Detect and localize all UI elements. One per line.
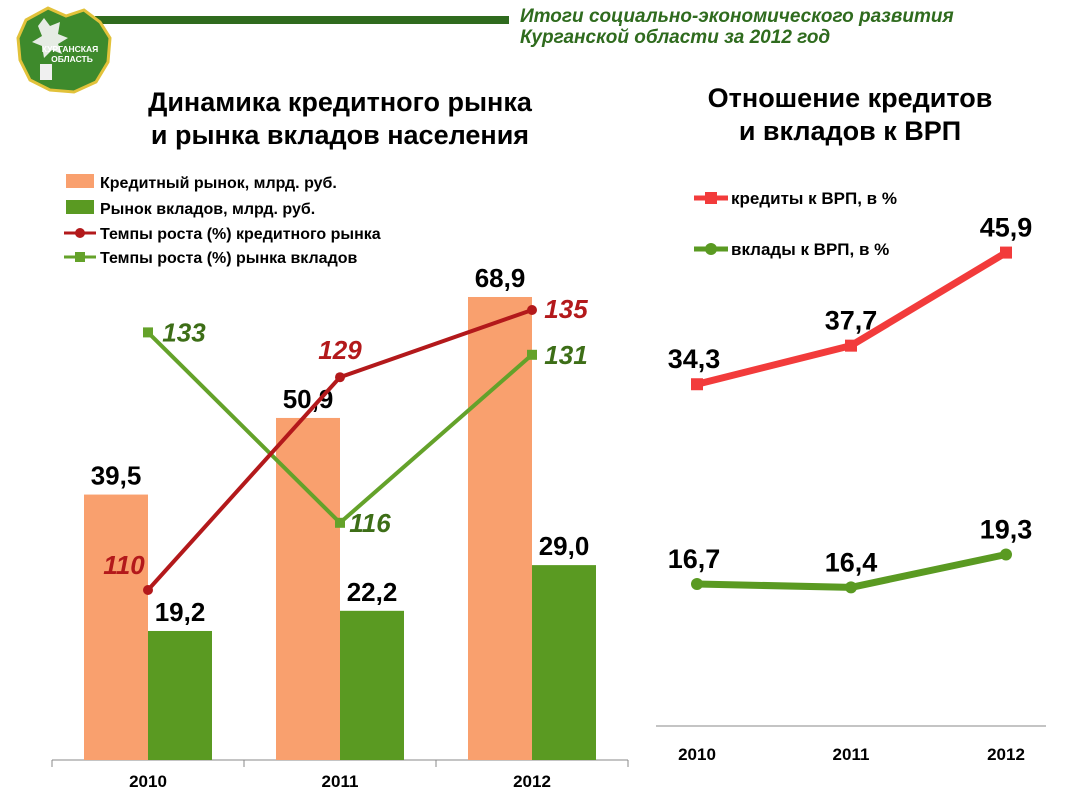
bar-deposit-2011 (340, 610, 404, 760)
credit-chart-title: Динамика кредитного рынка и рынка вкладо… (70, 86, 610, 152)
bar-credit-2010 (84, 494, 148, 760)
header-line-1: Итоги социально-экономического развития (520, 6, 954, 27)
point-deposit-rate-2011 (335, 517, 345, 528)
deposit-rate-label-2012: 131 (544, 340, 587, 370)
vrp-chart-title-line-2: и вкладов к ВРП (738, 116, 962, 146)
legend-label-2: Рынок вкладов, млрд. руб. (100, 201, 315, 218)
x-tick-label-2010: 2010 (129, 772, 167, 791)
logo-text-line-2: ОБЛАСТЬ (51, 54, 93, 64)
region-logo: КУРГАНСКАЯ ОБЛАСТЬ (16, 6, 112, 94)
vrp-point-1-2012 (1000, 246, 1012, 259)
bar-deposit-2012 (532, 565, 596, 760)
credit-chart-title-line-1: Динамика кредитного рынка (148, 87, 532, 117)
vrp-data-label-2-2011: 16,4 (825, 547, 878, 577)
point-deposit-rate-2010 (143, 327, 153, 338)
credit-rate-label-2011: 129 (318, 335, 362, 365)
deposit-rate-label-2011: 116 (349, 508, 391, 538)
header-divider (95, 16, 509, 24)
point-deposit-rate-2012 (527, 349, 537, 360)
vrp-x-tick-label-2011: 2011 (833, 745, 870, 764)
bar-deposit-label-2010: 19,2 (155, 597, 206, 627)
bar-credit-label-2011: 50,9 (283, 384, 334, 414)
vrp-data-label-1-2011: 37,7 (825, 306, 878, 336)
vrp-x-tick-label-2010: 2010 (678, 745, 716, 764)
header-subtitle: Итоги социально-экономического развития … (520, 6, 954, 48)
vrp-data-label-1-2010: 34,3 (668, 344, 721, 374)
bar-credit-label-2010: 39,5 (91, 461, 142, 491)
vrp-data-label-2-2012: 19,3 (980, 514, 1033, 544)
credit-rate-label-2012: 135 (544, 294, 588, 324)
x-tick-label-2012: 2012 (513, 772, 551, 791)
legend-label-4: Темпы роста (%) рынка вкладов (100, 250, 358, 267)
vrp-x-tick-label-2012: 2012 (987, 745, 1025, 764)
vrp-data-label-1-2012: 45,9 (980, 213, 1033, 243)
logo-text-line-1: КУРГАНСКАЯ (42, 44, 99, 54)
vrp-chart-title: Отношение кредитов и вкладов к ВРП (660, 82, 1040, 148)
bar-credit-label-2012: 68,9 (475, 263, 526, 293)
legend-label-1: Кредитный рынок, млрд. руб. (100, 175, 337, 192)
vrp-point-1-2010 (691, 378, 703, 391)
header-line-2: Курганской области за 2012 год (520, 27, 831, 48)
legend-marker-3 (75, 228, 85, 238)
vrp-legend-marker-2 (705, 243, 717, 255)
bar-credit-2012 (468, 296, 532, 760)
vrp-point-2-2012 (1000, 548, 1012, 561)
vrp-data-label-2-2010: 16,7 (668, 544, 721, 574)
vrp-chart-title-line-1: Отношение кредитов (707, 83, 993, 113)
vrp-point-2-2010 (691, 578, 703, 590)
point-credit-rate-2012 (527, 305, 537, 315)
bar-deposit-label-2011: 22,2 (347, 577, 398, 607)
bar-deposit-label-2012: 29,0 (539, 531, 590, 561)
deposit-rate-label-2010: 133 (162, 317, 206, 347)
vrp-legend-label-1: кредиты к ВРП, в % (731, 189, 897, 208)
x-tick-label-2011: 2011 (322, 772, 359, 791)
bar-deposit-2010 (148, 630, 212, 760)
legend-marker-4 (75, 252, 85, 262)
vrp-point-2-2011 (845, 581, 857, 594)
legend-swatch-1 (66, 174, 94, 188)
legend-label-3: Темпы роста (%) кредитного рынка (100, 226, 381, 243)
credit-chart-title-line-2: и рынка вкладов населения (150, 120, 530, 150)
vrp-legend-label-2: вклады к ВРП, в % (731, 240, 889, 259)
legend-swatch-2 (66, 200, 94, 214)
vrp-legend-marker-1 (705, 192, 717, 204)
vrp-point-1-2011 (845, 339, 857, 352)
point-credit-rate-2011 (335, 372, 345, 383)
point-credit-rate-2010 (143, 585, 153, 595)
credit-rate-label-2010: 110 (103, 550, 145, 580)
bar-credit-2011 (276, 417, 340, 760)
